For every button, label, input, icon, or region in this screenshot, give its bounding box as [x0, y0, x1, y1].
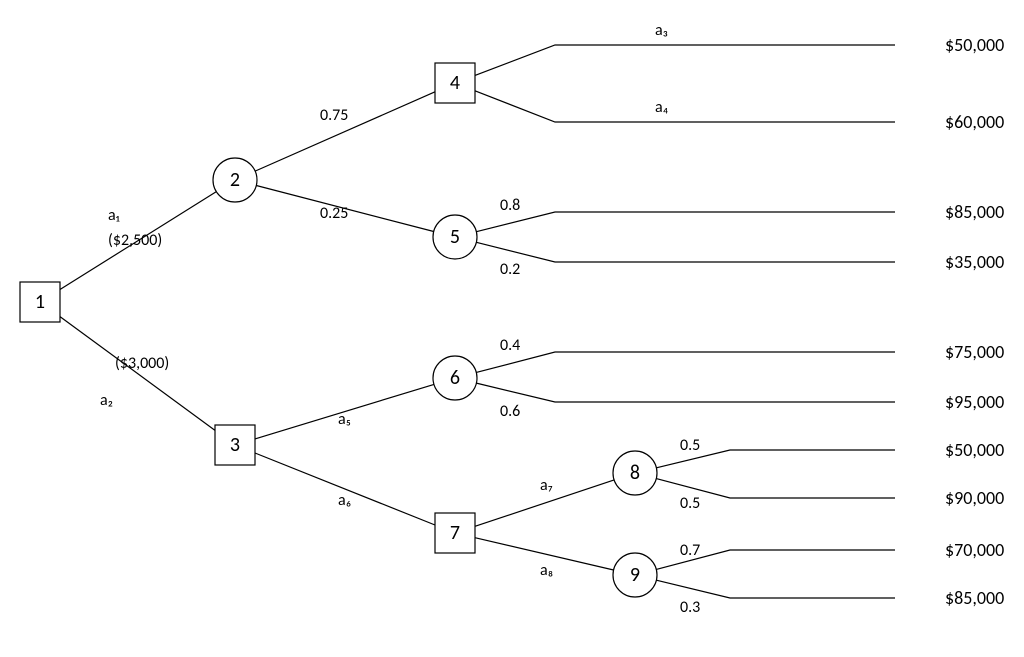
- edge-label: a₆: [338, 491, 351, 510]
- edge-label: 0.8: [500, 196, 520, 215]
- node-label: 5: [450, 225, 460, 249]
- edge-label: 0.75: [320, 106, 348, 125]
- edge-sublabel: ($3,000): [115, 354, 169, 373]
- terminal-edge: [656, 580, 895, 598]
- edge-label: 0.5: [680, 494, 700, 513]
- edge-label: 0.25: [320, 204, 348, 223]
- node-label: 6: [450, 366, 460, 390]
- edge-label: 0.6: [500, 402, 520, 421]
- edge-label: 0.4: [500, 336, 520, 355]
- edge-label: a₄: [655, 98, 669, 117]
- edge: [255, 453, 435, 525]
- edge-label: 0.5: [680, 436, 700, 455]
- node-label: 1: [35, 290, 45, 314]
- terminal-value: $50,000: [945, 34, 1004, 56]
- edge-sublabel: ($2,500): [108, 231, 162, 250]
- edge-label: a₈: [540, 561, 553, 580]
- node-label: 9: [630, 563, 640, 587]
- terminal-value: $50,000: [945, 439, 1004, 461]
- node-label: 2: [230, 168, 240, 192]
- edge: [60, 317, 215, 431]
- edge-label: 0.3: [680, 598, 700, 617]
- terminal-edge: [476, 383, 895, 402]
- terminal-value: $70,000: [945, 539, 1004, 561]
- node-label: 4: [450, 71, 460, 95]
- terminal-edge: [476, 242, 895, 262]
- terminal-value: $60,000: [945, 111, 1004, 133]
- edge-label: a₃: [655, 21, 668, 40]
- edge-label: 0.7: [680, 541, 700, 560]
- terminal-value: $95,000: [945, 391, 1004, 413]
- decision-tree-diagram: a₁($2,500)a₂($3,000)0.750.25a₅a₆a₃a₄0.80…: [0, 0, 1024, 657]
- terminal-value: $85,000: [945, 201, 1004, 223]
- terminal-edge: [476, 212, 895, 232]
- edge-label: a₇: [540, 476, 553, 495]
- terminal-edge: [476, 352, 895, 372]
- edge-label: 0.2: [500, 260, 520, 279]
- terminal-value: $35,000: [945, 251, 1004, 273]
- terminal-edge: [475, 45, 895, 75]
- node-label: 8: [630, 461, 640, 485]
- terminal-value: $90,000: [945, 487, 1004, 509]
- edge-label: a₁: [108, 206, 120, 225]
- edge-label: a₂: [100, 391, 113, 410]
- terminal-value: $75,000: [945, 341, 1004, 363]
- terminal-edge: [475, 91, 895, 122]
- terminal-value: $85,000: [945, 587, 1004, 609]
- edge: [255, 92, 435, 171]
- node-label: 7: [450, 521, 460, 545]
- edge-label: a₅: [338, 410, 351, 429]
- node-label: 3: [230, 433, 240, 457]
